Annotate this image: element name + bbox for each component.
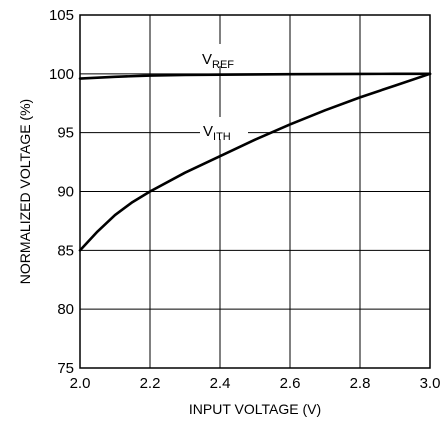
vith-label-bg — [200, 117, 248, 139]
x-axis-label: INPUT VOLTAGE (V) — [189, 401, 321, 417]
vith-label-sub: ITH — [213, 131, 231, 143]
x-tick-labels: 2.0 2.2 2.4 2.6 2.8 3.0 — [70, 375, 441, 392]
x-tick-label: 2.6 — [280, 375, 301, 392]
x-tick-label: 2.2 — [140, 375, 161, 392]
vref-label-main: V — [202, 51, 212, 68]
y-tick-label: 105 — [49, 7, 74, 24]
y-axis-label: NORMALIZED VOLTAGE (%) — [17, 99, 33, 284]
series-layer — [78, 72, 432, 252]
y-tick-label: 85 — [57, 242, 74, 259]
series-line-vref — [78, 72, 432, 80]
y-tick-label: 80 — [57, 301, 74, 318]
vith-label: VITH — [203, 123, 231, 143]
x-tick-label: 2.4 — [210, 375, 231, 392]
y-tick-label: 100 — [49, 66, 74, 83]
vref-label: VREF — [202, 51, 234, 71]
grid — [80, 15, 430, 368]
plot-frame — [79, 14, 431, 369]
x-tick-label: 2.8 — [350, 375, 371, 392]
vref-label-bg — [198, 44, 242, 66]
x-tick-label: 2.0 — [70, 375, 91, 392]
y-tick-label: 90 — [57, 184, 74, 201]
y-tick-label: 95 — [57, 125, 74, 142]
x-tick-label: 3.0 — [420, 375, 441, 392]
series-line-vith — [78, 72, 432, 252]
y-tick-label: 75 — [57, 360, 74, 377]
y-tick-labels: 75 80 85 90 95 100 105 — [49, 7, 74, 377]
vith-label-main: V — [203, 123, 213, 140]
vref-label-sub: REF — [212, 59, 234, 71]
